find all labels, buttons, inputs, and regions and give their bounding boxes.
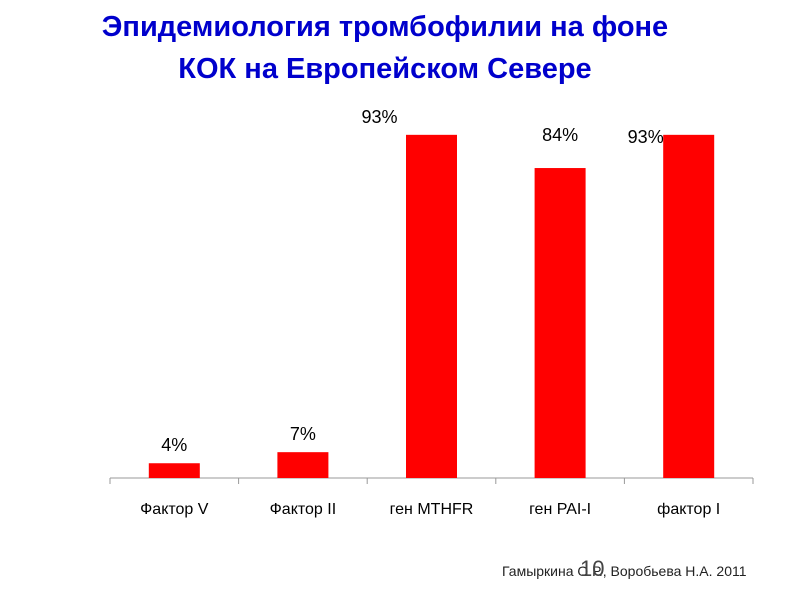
citation: Гамыркина О.Р., Воробьева Н.А. 2011 <box>502 563 747 579</box>
category-label-3: ген MTHFR <box>390 501 474 518</box>
data-label-5: 93% <box>628 127 664 147</box>
category-label-4: ген PAI-I <box>529 501 591 518</box>
bar-1 <box>148 463 200 478</box>
slide-title: Эпидемиология тромбофилии на фоне КОК на… <box>0 6 770 90</box>
data-label-4: 84% <box>542 125 578 145</box>
slide-title-line-2: КОК на Европейском Севере <box>178 53 592 85</box>
data-label-1: 4% <box>161 435 187 455</box>
bar-2 <box>277 452 329 478</box>
data-label-2: 7% <box>290 424 316 444</box>
category-label-5: фактор I <box>657 501 720 518</box>
page-number: 10 <box>580 556 605 581</box>
data-label-3: 93% <box>361 107 397 127</box>
category-label-1: Фактор V <box>140 501 209 518</box>
bar-4 <box>534 168 586 479</box>
bar-3 <box>406 134 457 478</box>
category-label-2: Фактор II <box>270 501 337 518</box>
bar-5 <box>663 134 715 478</box>
slide-title-line-1: Эпидемиология тромбофилии на фоне <box>101 11 669 43</box>
